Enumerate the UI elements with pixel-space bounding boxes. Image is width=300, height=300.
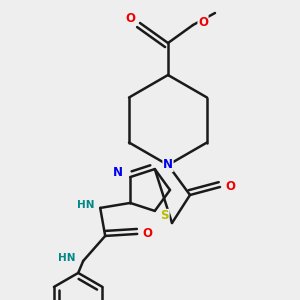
- Text: O: O: [198, 16, 208, 28]
- Text: HN: HN: [58, 253, 76, 263]
- Text: HN: HN: [77, 200, 95, 210]
- Text: O: O: [225, 181, 235, 194]
- Text: N: N: [163, 158, 173, 172]
- Text: S: S: [160, 209, 169, 222]
- Text: O: O: [142, 227, 152, 240]
- Text: O: O: [125, 13, 135, 26]
- Text: N: N: [113, 166, 123, 178]
